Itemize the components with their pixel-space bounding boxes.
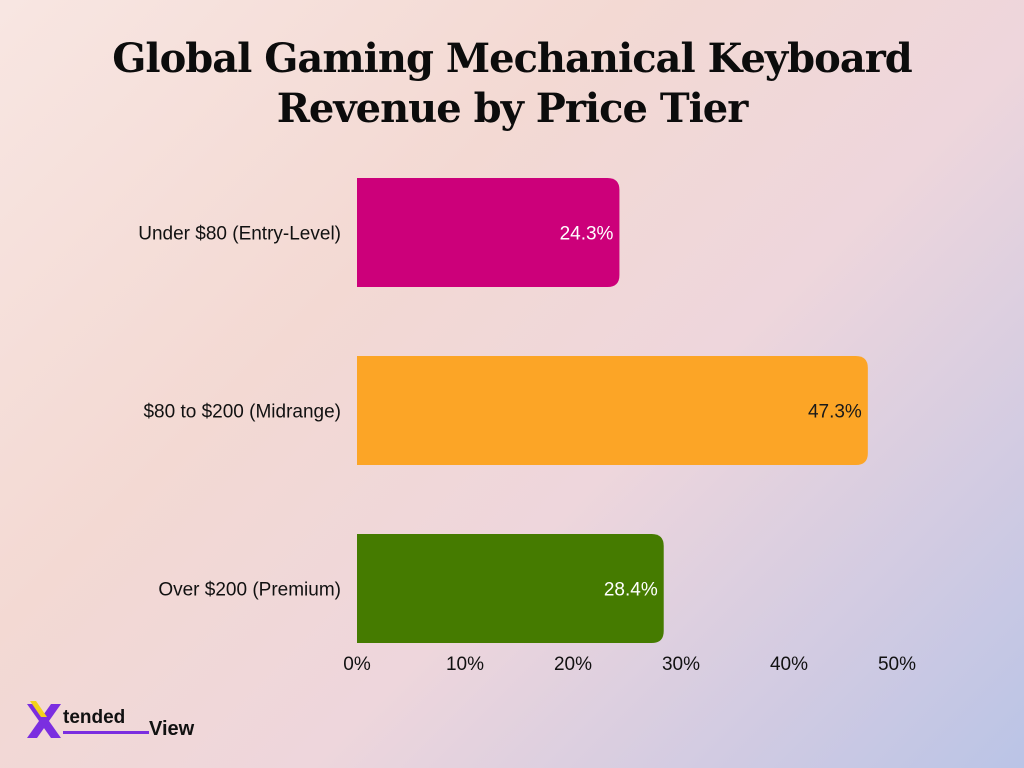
bar-over-200-premium bbox=[357, 534, 664, 643]
x-tick-label-10: 10% bbox=[446, 654, 484, 675]
x-tick-label-50: 50% bbox=[878, 654, 916, 675]
x-tick-label-30: 30% bbox=[662, 654, 700, 675]
x-tick-label-0: 0% bbox=[343, 654, 371, 675]
x-logo-icon bbox=[27, 701, 61, 738]
x-tick-label-20: 20% bbox=[554, 654, 592, 675]
value-label-over-200-premium: 28.4% bbox=[604, 580, 658, 601]
xtendedview-logo: tended View bbox=[27, 701, 217, 745]
chart-title-line2: Revenue by Price Tier bbox=[276, 85, 749, 132]
category-label-80-to-200-midrange: $80 to $200 (Midrange) bbox=[143, 402, 341, 423]
chart-title-line1: Global Gaming Mechanical Keyboard bbox=[112, 35, 913, 82]
bar-under-80-entry-level bbox=[357, 178, 620, 287]
chart-title: Global Gaming Mechanical Keyboard Revenu… bbox=[0, 34, 1024, 134]
logo-underline bbox=[63, 731, 149, 734]
x-tick-label-40: 40% bbox=[770, 654, 808, 675]
logo-text-tended: tended bbox=[63, 707, 126, 728]
bar-80-to-200-midrange bbox=[357, 356, 868, 465]
value-label-80-to-200-midrange: 47.3% bbox=[808, 402, 862, 423]
category-label-over-200-premium: Over $200 (Premium) bbox=[158, 580, 341, 601]
value-label-under-80-entry-level: 24.3% bbox=[560, 224, 614, 245]
category-label-under-80-entry-level: Under $80 (Entry-Level) bbox=[138, 224, 341, 245]
logo-text-view: View bbox=[149, 718, 195, 740]
